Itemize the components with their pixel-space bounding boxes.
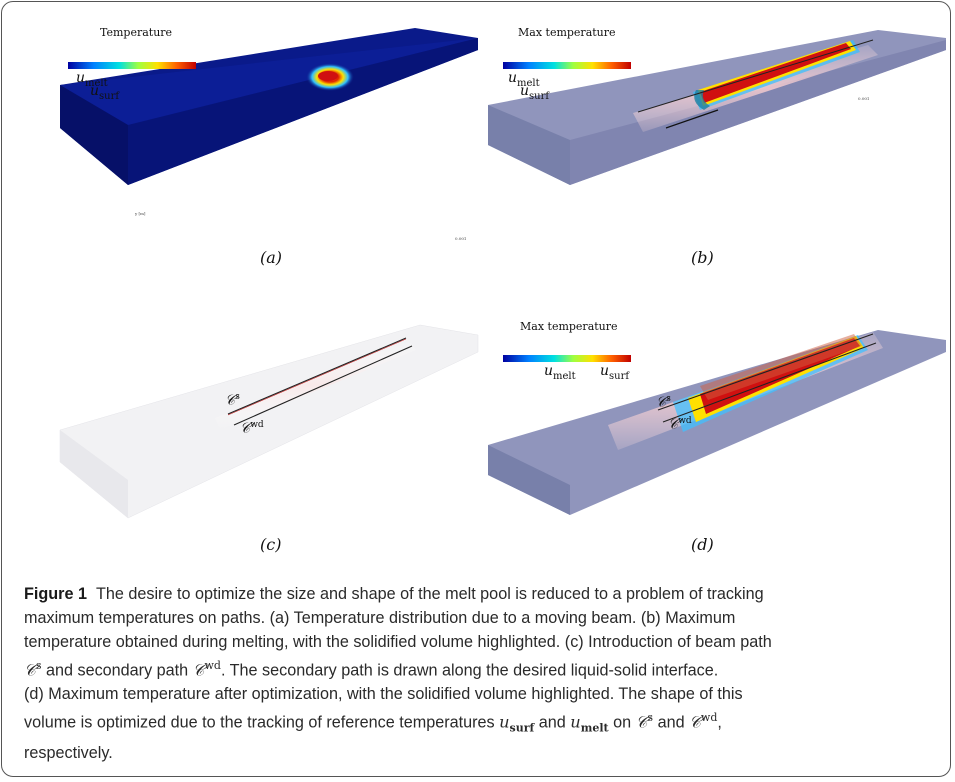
svg-text:y [m]: y [m] (134, 211, 146, 216)
caption-line-3: temperature obtained during melting, wit… (24, 633, 772, 651)
panel-d-caption: (d) (691, 535, 714, 554)
panel-c-caption: (c) (260, 535, 282, 554)
panel-b-title: Max temperature (518, 26, 616, 39)
panel-a-title: Temperature (100, 26, 173, 39)
path-s-label: 𝒞s (225, 392, 240, 409)
figure-caption: Figure 1 The desire to optimize the size… (24, 582, 934, 765)
caption-line-1: Figure 1 The desire to optimize the size… (24, 585, 764, 603)
panel-a-caption: (a) (260, 248, 283, 267)
path-wd-label: 𝒞wd (240, 420, 264, 437)
panel-d-render (488, 330, 946, 515)
caption-line-5: (d) Maximum temperature after optimizati… (24, 685, 743, 704)
panel-b-render: 0.001 (488, 30, 946, 185)
panel-c-render (59, 324, 479, 519)
panel-a-label-surf: usurf (90, 83, 120, 102)
panel-a: y [m] 0.001 Temperature umelt usurf (a) (10, 10, 480, 280)
path-wd (233, 345, 413, 426)
panel-d-title: Max temperature (520, 320, 618, 333)
caption-line-4: 𝒞s and secondary path 𝒞wd. The secondary… (24, 659, 719, 680)
colorbar (503, 355, 631, 362)
path-wd-label: 𝒞wd (668, 416, 692, 433)
caption-line-7: respectively. (24, 744, 113, 763)
slab-top (488, 330, 946, 515)
panel-b-label-surf: usurf (520, 83, 550, 102)
slab-side (60, 85, 128, 185)
path-s-label: 𝒞s (656, 394, 671, 411)
panel-d: Max temperature umelt usurf 𝒞s 𝒞wd (d) (478, 290, 948, 560)
panel-b-caption: (b) (691, 248, 714, 267)
caption-line-2: maximum temperatures on paths. (a) Tempe… (24, 609, 736, 627)
svg-text:0.001: 0.001 (455, 236, 466, 241)
path-s (227, 337, 407, 415)
panel-b: 0.001 Max temperature umelt usurf (b) (478, 10, 948, 280)
colorbar (68, 62, 196, 69)
panel-c: 𝒞s 𝒞wd (c) (10, 290, 480, 560)
panel-d-label-melt: umelt (544, 363, 576, 382)
figure-label: Figure 1 (24, 585, 87, 603)
svg-text:0.001: 0.001 (858, 96, 869, 101)
caption-line-6: volume is optimized due to the tracking … (24, 711, 722, 736)
slab-side (488, 445, 570, 515)
slab-side (488, 105, 570, 185)
panel-a-render: y [m] 0.001 (60, 28, 478, 241)
panel-d-label-surf: usurf (600, 363, 630, 382)
panel-a-label-melt: umelt (76, 70, 108, 89)
colorbar (503, 62, 631, 69)
panel-b-label-melt: umelt (508, 70, 540, 89)
slab-side (60, 430, 128, 518)
